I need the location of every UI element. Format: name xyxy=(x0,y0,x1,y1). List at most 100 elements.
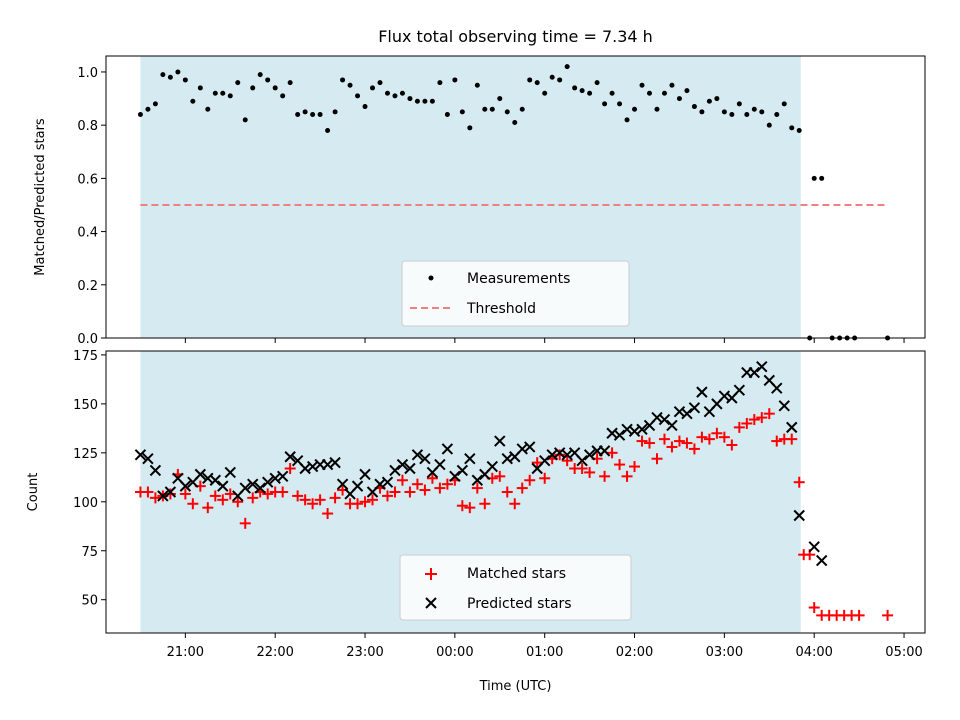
predicted-star-point xyxy=(142,453,154,465)
measurement-point xyxy=(699,109,705,115)
measurement-point xyxy=(512,120,518,126)
measurement-point xyxy=(632,106,638,112)
measurement-point xyxy=(399,90,405,96)
matched-star-point xyxy=(696,431,708,443)
bottom-panel: 50 75 100 125 150 175 21:00 22:00 23:00 00:00 01:… xyxy=(26,349,926,694)
matched-star-point xyxy=(187,498,199,510)
matched-star-point xyxy=(763,408,775,420)
matched-star-point xyxy=(284,463,296,474)
matched-star-point xyxy=(434,482,446,494)
predicted-star-point-b xyxy=(681,407,693,420)
x-tick-label: 01:00 xyxy=(526,645,563,660)
matched-star-point xyxy=(614,459,626,471)
measurement-point xyxy=(647,90,653,96)
matched-star-point xyxy=(703,433,715,445)
predicted-star-point xyxy=(419,453,431,465)
predicted-star-point-b xyxy=(299,462,311,475)
matched-star-point xyxy=(411,478,423,490)
predicted-star-point xyxy=(247,478,259,490)
matched-star-point xyxy=(179,488,191,500)
matched-star-point xyxy=(741,417,753,429)
measurement-point xyxy=(617,101,623,107)
bottom-legend: Matched stars Predicted stars xyxy=(399,554,632,621)
predicted-star-point xyxy=(389,464,401,477)
predicted-star-point xyxy=(239,482,251,494)
predicted-star-point-b xyxy=(336,478,349,490)
predicted-star-point xyxy=(404,462,416,475)
matched-star-point xyxy=(748,414,760,426)
predicted-star-point xyxy=(666,419,678,432)
predicted-star-point-b xyxy=(291,454,304,467)
measurement-point xyxy=(602,101,608,107)
measurement-point xyxy=(504,109,510,115)
predicted-star-point-b xyxy=(748,366,761,379)
matched-star-point xyxy=(329,492,341,504)
top-y-ticks: 0.0 0.2 0.4 0.6 0.8 1.0 xyxy=(77,66,106,347)
predicted-star-point-b xyxy=(321,458,334,471)
predicted-star-point xyxy=(471,474,484,486)
y-tick-label: 0.0 xyxy=(77,332,98,347)
measurement-point xyxy=(280,93,286,99)
measurement-point xyxy=(272,85,278,91)
predicted-star-point-b xyxy=(269,472,281,484)
top-x-ticks xyxy=(184,338,905,343)
y-tick-label: 100 xyxy=(73,496,98,511)
measurement-point xyxy=(325,127,331,133)
measurement-point xyxy=(182,77,188,83)
measurement-point xyxy=(370,85,376,91)
measurement-point xyxy=(227,93,233,99)
matched-star-point xyxy=(352,498,364,510)
matched-star-point xyxy=(516,482,528,494)
measurement-point xyxy=(444,112,450,118)
measurement-point xyxy=(437,80,443,86)
measurement-point xyxy=(242,117,248,123)
predicted-star-point xyxy=(217,480,229,492)
matched-star-point xyxy=(554,449,566,461)
predicted-star-point-b xyxy=(411,449,424,461)
predicted-star-point xyxy=(396,458,409,471)
measurement-point xyxy=(706,98,712,104)
top-y-axis-label: Matched/Predicted stars xyxy=(33,118,48,276)
predicted-star-point-b xyxy=(688,402,701,414)
predicted-star-point-b xyxy=(247,478,259,490)
x-tick-label: 02:00 xyxy=(616,645,653,660)
x-tick-label: 05:00 xyxy=(885,645,922,660)
measurement-point xyxy=(819,175,825,181)
predicted-star-point xyxy=(254,482,266,494)
matched-star-point xyxy=(666,441,678,453)
measurement-point xyxy=(197,85,203,91)
top-panel: 0.0 0.2 0.4 0.6 0.8 1.0 Flux total observing … xyxy=(33,27,926,347)
predicted-star-point-b xyxy=(404,462,416,475)
matched-star-point xyxy=(314,494,326,506)
measurement-point xyxy=(414,98,420,104)
predicted-star-point-b xyxy=(381,476,394,488)
matched-star-point xyxy=(539,472,551,484)
measurement-point xyxy=(137,112,143,118)
matched-star-point xyxy=(599,470,611,482)
matched-star-point xyxy=(771,435,783,447)
legend-measurements-label: Measurements xyxy=(467,271,570,287)
measurement-point xyxy=(384,90,390,96)
matched-star-point xyxy=(262,488,274,500)
measurement-point xyxy=(721,109,727,115)
y-tick-label: 1.0 xyxy=(77,66,98,81)
measurement-point xyxy=(654,106,660,112)
predicted-star-point-b xyxy=(351,480,364,492)
matched-star-point xyxy=(217,494,229,506)
predicted-star-point xyxy=(224,466,236,479)
matched-star-point xyxy=(149,492,161,504)
predicted-star-point-b xyxy=(284,451,296,463)
matched-star-point xyxy=(531,457,543,469)
matched-star-point xyxy=(882,609,894,621)
predicted-star-point-b xyxy=(786,421,798,434)
predicted-star-point-b xyxy=(658,413,671,426)
chart-title: Flux total observing time = 7.34 h xyxy=(378,27,653,46)
predicted-star-point-b xyxy=(209,474,222,486)
predicted-star-point xyxy=(134,449,147,461)
predicted-star-point-b xyxy=(396,458,409,471)
measurement-point xyxy=(152,101,158,107)
matched-star-point xyxy=(658,433,670,445)
predicted-star-point-b xyxy=(486,460,498,473)
predicted-star-point-b xyxy=(598,445,611,457)
predicted-star-point-b xyxy=(157,490,169,502)
